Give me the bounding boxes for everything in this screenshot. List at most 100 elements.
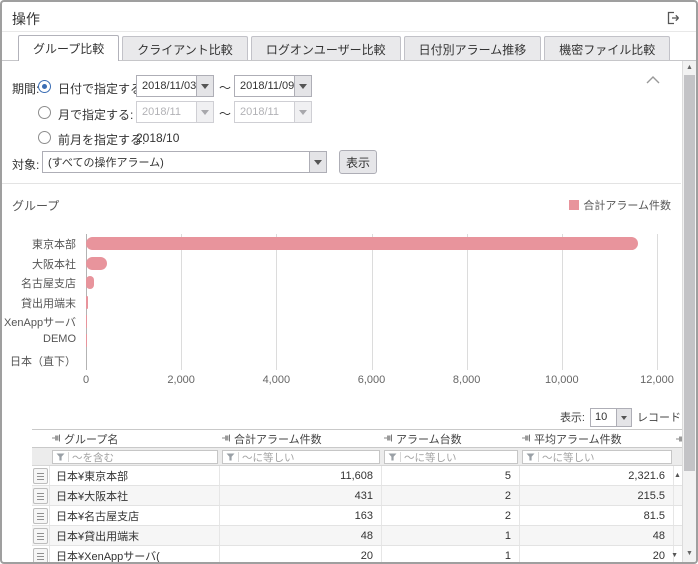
radio-prev-month[interactable] xyxy=(38,131,51,144)
chart-gridline xyxy=(561,234,563,370)
cell-group-name: 日本¥東京本部 xyxy=(50,466,220,485)
column-pin-icon[interactable] xyxy=(522,433,531,445)
table-row[interactable]: 日本¥名古屋支店 163 2 81.5 xyxy=(32,506,685,526)
date-to-select[interactable]: 2018/11/09 xyxy=(234,75,312,97)
radio-by-date[interactable] xyxy=(38,80,51,93)
cell-group-name: 日本¥貸出用端末 xyxy=(50,526,220,545)
month-to-select[interactable]: 2018/11 xyxy=(234,101,312,123)
cell-alarm-devices: 1 xyxy=(382,526,520,545)
column-header-2[interactable]: 合計アラーム件数 xyxy=(220,430,382,447)
row-icon-cell xyxy=(32,466,50,485)
records-label: レコード xyxy=(637,412,681,424)
table-row[interactable]: 日本¥東京本部 11,608 5 2,321.6 ▲ xyxy=(32,466,685,486)
show-button[interactable]: 表示 xyxy=(339,150,377,174)
row-detail-icon[interactable] xyxy=(33,547,48,562)
chart-bar[interactable] xyxy=(86,276,94,290)
row-icon-cell xyxy=(32,506,50,525)
table-scroll-down-icon[interactable]: ▼ xyxy=(671,552,678,559)
chevron-down-icon[interactable] xyxy=(196,76,213,96)
date-from-select[interactable]: 2018/11/03 xyxy=(136,75,214,97)
prev-month-value: 2018/10 xyxy=(136,131,180,145)
chart-category-label: 大阪本社 xyxy=(32,258,76,271)
date-separator: ～ xyxy=(219,81,232,95)
filter-placeholder: ～に等しい xyxy=(404,451,457,464)
chart-category-label: 東京本部 xyxy=(32,239,76,252)
row-detail-icon[interactable] xyxy=(33,527,48,544)
column-header-label: 合計アラーム件数 xyxy=(234,433,322,446)
chart-category-label: DEMO xyxy=(43,333,76,346)
main-scrollbar[interactable]: ▲ ▼ xyxy=(682,60,696,562)
chart-legend: 合計アラーム件数 xyxy=(569,197,671,213)
table-filter-row: ～を含む ～に等しい ～に等しい ～に等しい xyxy=(32,448,685,466)
tab-group-compare[interactable]: グループ比較 xyxy=(18,35,120,61)
chart-category-label: XenAppサーバ xyxy=(3,316,76,329)
month-from-select[interactable]: 2018/11 xyxy=(136,101,214,123)
filter-input[interactable]: ～に等しい xyxy=(222,450,380,464)
cell-average-alarms: 2,321.6 xyxy=(520,466,674,485)
chart-bar[interactable] xyxy=(86,295,89,309)
column-header-1[interactable]: グループ名 xyxy=(50,430,220,447)
tab-confidential-file-compare[interactable]: 機密ファイル比較 xyxy=(544,36,671,60)
cell-alarm-devices: 1 xyxy=(382,546,520,562)
group-table: グループ名 合計アラーム件数 アラーム台数 平均アラーム件数 ～を含む ～に等しい ～に等… xyxy=(32,429,685,562)
chevron-down-icon[interactable] xyxy=(616,408,631,426)
tab-client-compare[interactable]: クライアント比較 xyxy=(122,36,248,60)
chevron-down-icon[interactable] xyxy=(309,152,326,172)
page-size-control: 表示: 10 レコード xyxy=(560,407,681,427)
chart-bar[interactable] xyxy=(86,314,87,328)
cell-group-name: 日本¥大阪本社 xyxy=(50,486,220,505)
filter-input[interactable]: ～を含む xyxy=(52,450,218,464)
table-row[interactable]: 日本¥貸出用端末 48 1 48 xyxy=(32,526,685,546)
scroll-down-icon[interactable]: ▼ xyxy=(686,550,693,557)
cell-average-alarms: 215.5 xyxy=(520,486,674,505)
row-detail-icon[interactable] xyxy=(33,507,48,524)
period-label: 期間: xyxy=(12,82,40,96)
by-month-label: 月で指定する: xyxy=(58,108,134,122)
cell-total-alarms: 163 xyxy=(220,506,382,525)
chart-gridline xyxy=(466,234,468,370)
funnel-icon[interactable] xyxy=(388,448,397,466)
filter-cell: ～に等しい xyxy=(382,448,520,466)
chevron-down-icon[interactable] xyxy=(294,76,311,96)
column-pin-icon[interactable] xyxy=(52,433,61,445)
cell-average-alarms: 81.5 xyxy=(520,506,674,525)
filter-input[interactable]: ～に等しい xyxy=(522,450,672,464)
filter-input[interactable]: ～に等しい xyxy=(384,450,518,464)
chart-bar[interactable] xyxy=(86,256,107,270)
collapse-panel-icon[interactable] xyxy=(645,73,661,85)
row-detail-icon[interactable] xyxy=(33,467,48,484)
row-detail-icon[interactable] xyxy=(33,487,48,504)
chart-bar[interactable] xyxy=(86,237,639,251)
table-row[interactable]: 日本¥XenAppサーバ(20 1 20 xyxy=(32,546,685,562)
column-pin-icon[interactable] xyxy=(384,433,393,445)
funnel-icon[interactable] xyxy=(56,448,65,466)
table-row[interactable]: 日本¥大阪本社 431 2 215.5 xyxy=(32,486,685,506)
chart-x-axis: 0 2,000 4,000 6,000 8,000 10,000 12,000 xyxy=(82,374,674,388)
filter-placeholder: ～に等しい xyxy=(242,451,295,464)
export-icon[interactable] xyxy=(664,9,682,27)
chart-category-label: 貸出用端末 xyxy=(21,297,76,310)
column-header-3[interactable]: アラーム台数 xyxy=(382,430,520,447)
chevron-down-icon[interactable] xyxy=(294,102,311,122)
scrollbar-thumb[interactable] xyxy=(684,75,695,471)
chevron-down-icon[interactable] xyxy=(196,102,213,122)
column-header-label: グループ名 xyxy=(64,433,119,446)
filter-cell: ～を含む xyxy=(50,448,220,466)
table-header-row: グループ名 合計アラーム件数 アラーム台数 平均アラーム件数 xyxy=(32,430,685,448)
filter-cell: ～に等しい xyxy=(520,448,674,466)
chart-section: グループ 合計アラーム件数 東京本部 大阪本社 名古屋支店 貸出用端末 XenAppサー… xyxy=(2,185,681,402)
legend-swatch xyxy=(569,200,580,210)
funnel-icon[interactable] xyxy=(526,448,535,466)
radio-by-month[interactable] xyxy=(38,106,51,119)
tab-logon-user-compare[interactable]: ログオンユーザー比較 xyxy=(250,36,401,60)
page-size-select[interactable]: 10 xyxy=(590,407,632,427)
tab-alarm-by-date[interactable]: 日付別アラーム推移 xyxy=(403,36,542,60)
chart-gridline xyxy=(657,234,658,370)
filter-panel: 期間: 日付で指定する: 2018/11/03 ～ 2018/11/09 月で指… xyxy=(2,61,681,184)
scroll-up-icon[interactable]: ▲ xyxy=(686,64,693,71)
column-header-4[interactable]: 平均アラーム件数 xyxy=(520,430,674,447)
target-select[interactable]: (すべての操作アラーム) xyxy=(42,151,327,173)
column-pin-icon[interactable] xyxy=(222,433,231,445)
x-tick-label: 0 xyxy=(82,374,90,386)
funnel-icon[interactable] xyxy=(226,448,235,466)
